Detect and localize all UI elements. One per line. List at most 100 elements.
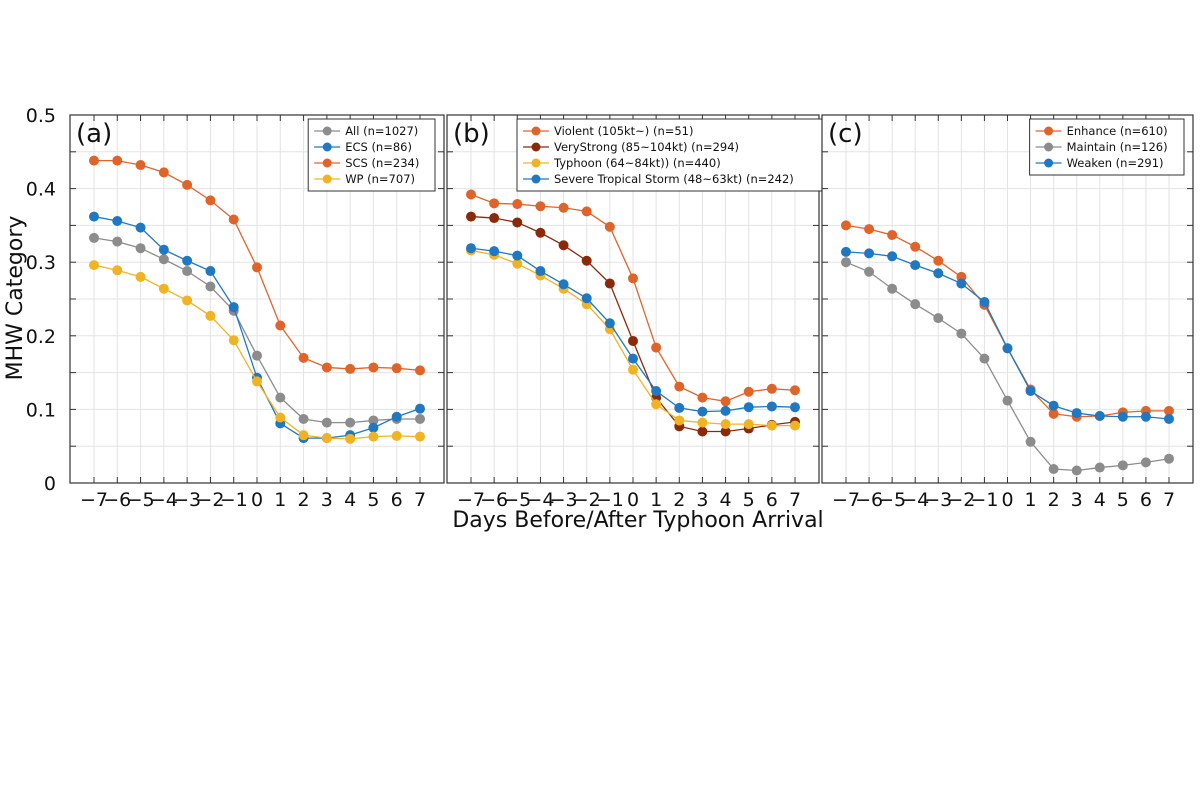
- data-point: [743, 386, 754, 397]
- x-tick-label: −2: [573, 489, 601, 511]
- data-point: [1164, 453, 1174, 464]
- x-tick-label: 0: [1001, 489, 1013, 511]
- data-point: [766, 420, 777, 431]
- data-point: [674, 415, 685, 426]
- panel-label: (a): [76, 119, 112, 149]
- data-point: [205, 266, 216, 277]
- legend-marker: [322, 126, 332, 136]
- data-point: [1140, 457, 1151, 468]
- data-point: [1164, 405, 1174, 416]
- y-tick-label: 0: [44, 473, 56, 495]
- data-point: [628, 353, 638, 364]
- panel-b: −7−6−5−4−3−2−1 0 1 2 3 4 5 6 7 (b) Violent (105kt~…: [446, 114, 831, 511]
- data-point: [841, 257, 851, 268]
- x-tick-label: 4: [1094, 489, 1106, 511]
- data-point: [112, 236, 123, 247]
- data-point: [720, 419, 731, 430]
- data-point: [535, 227, 546, 238]
- legend-entry: WP (n=707): [345, 172, 415, 186]
- x-tick-label: 0: [627, 489, 639, 511]
- x-tick-label: 5: [743, 489, 755, 511]
- data-point: [275, 412, 286, 423]
- x-tick-label: 3: [321, 489, 333, 511]
- data-point: [298, 413, 309, 424]
- data-point: [1164, 413, 1174, 424]
- legend: Enhance (n=610) Maintain (n=126) Weaken (n…: [1029, 118, 1185, 176]
- legend-marker: [322, 158, 332, 168]
- legend-entry: ECS (n=86): [345, 140, 412, 154]
- data-point: [766, 401, 777, 412]
- data-point: [841, 220, 851, 231]
- panel-label: (b): [453, 119, 490, 149]
- data-point: [182, 266, 193, 277]
- legend-marker: [531, 174, 541, 184]
- data-point: [415, 431, 425, 442]
- data-point: [252, 376, 262, 387]
- legend-entry: Violent (105kt~) (n=51): [554, 124, 693, 138]
- data-point: [415, 403, 425, 414]
- data-point: [1025, 386, 1036, 396]
- data-point: [604, 278, 615, 289]
- data-point: [558, 279, 569, 290]
- y-tick-label: 0.1: [26, 399, 56, 421]
- data-point: [89, 155, 99, 166]
- data-point: [558, 202, 569, 213]
- x-tick-label: 3: [1071, 489, 1083, 511]
- data-point: [933, 313, 944, 324]
- legend-entry: Enhance (n=610): [1067, 124, 1168, 138]
- y-tick-label: 0.2: [26, 326, 56, 348]
- data-point: [135, 160, 146, 171]
- series-severe: [466, 243, 800, 417]
- data-point: [674, 381, 685, 392]
- data-point: [415, 413, 425, 424]
- legend-entry: Maintain (n=126): [1067, 140, 1168, 154]
- x-tick-label: −3: [924, 489, 952, 511]
- data-point: [321, 417, 332, 428]
- x-tick-label: 1: [650, 489, 662, 511]
- legend-marker: [531, 126, 541, 136]
- data-point: [628, 335, 638, 346]
- legend-entry: Weaken (n=291): [1067, 156, 1164, 170]
- x-tick-label: 4: [720, 489, 732, 511]
- x-tick-label: 5: [367, 489, 379, 511]
- data-point: [651, 399, 662, 410]
- data-point: [89, 232, 99, 243]
- legend-marker: [1044, 158, 1054, 168]
- data-point: [581, 293, 592, 304]
- panel-label: (c): [828, 119, 863, 149]
- x-tick-label: −3: [173, 489, 201, 511]
- data-point: [604, 318, 615, 329]
- data-point: [512, 217, 523, 228]
- data-point: [864, 266, 875, 277]
- x-tick-label: 7: [789, 489, 801, 511]
- data-point: [135, 271, 146, 282]
- series-wp: [89, 260, 425, 444]
- data-point: [252, 350, 262, 361]
- data-point: [604, 221, 615, 232]
- data-point: [466, 211, 476, 222]
- data-point: [910, 299, 921, 310]
- data-point: [979, 296, 990, 307]
- data-point: [112, 155, 123, 166]
- series-violent: [466, 189, 800, 407]
- data-point: [275, 392, 286, 403]
- data-point: [1048, 400, 1059, 411]
- x-tick-label: 3: [696, 489, 708, 511]
- data-point: [535, 201, 546, 212]
- data-point: [910, 241, 921, 252]
- y-tick-label: 0.5: [26, 105, 56, 127]
- x-tick-label: 6: [391, 489, 403, 511]
- data-point: [887, 229, 898, 240]
- x-tick-label: −4: [526, 489, 554, 511]
- x-tick-label: −6: [855, 489, 883, 511]
- data-point: [628, 273, 638, 284]
- x-axis-title: Days Before/After Typhoon Arrival: [452, 508, 823, 533]
- data-point: [535, 266, 546, 277]
- data-point: [1025, 436, 1036, 447]
- x-tick-label: −1: [970, 489, 998, 511]
- data-point: [158, 283, 169, 294]
- data-point: [415, 365, 425, 376]
- legend-entry: VeryStrong (85~104kt) (n=294): [554, 140, 739, 154]
- data-point: [228, 335, 239, 346]
